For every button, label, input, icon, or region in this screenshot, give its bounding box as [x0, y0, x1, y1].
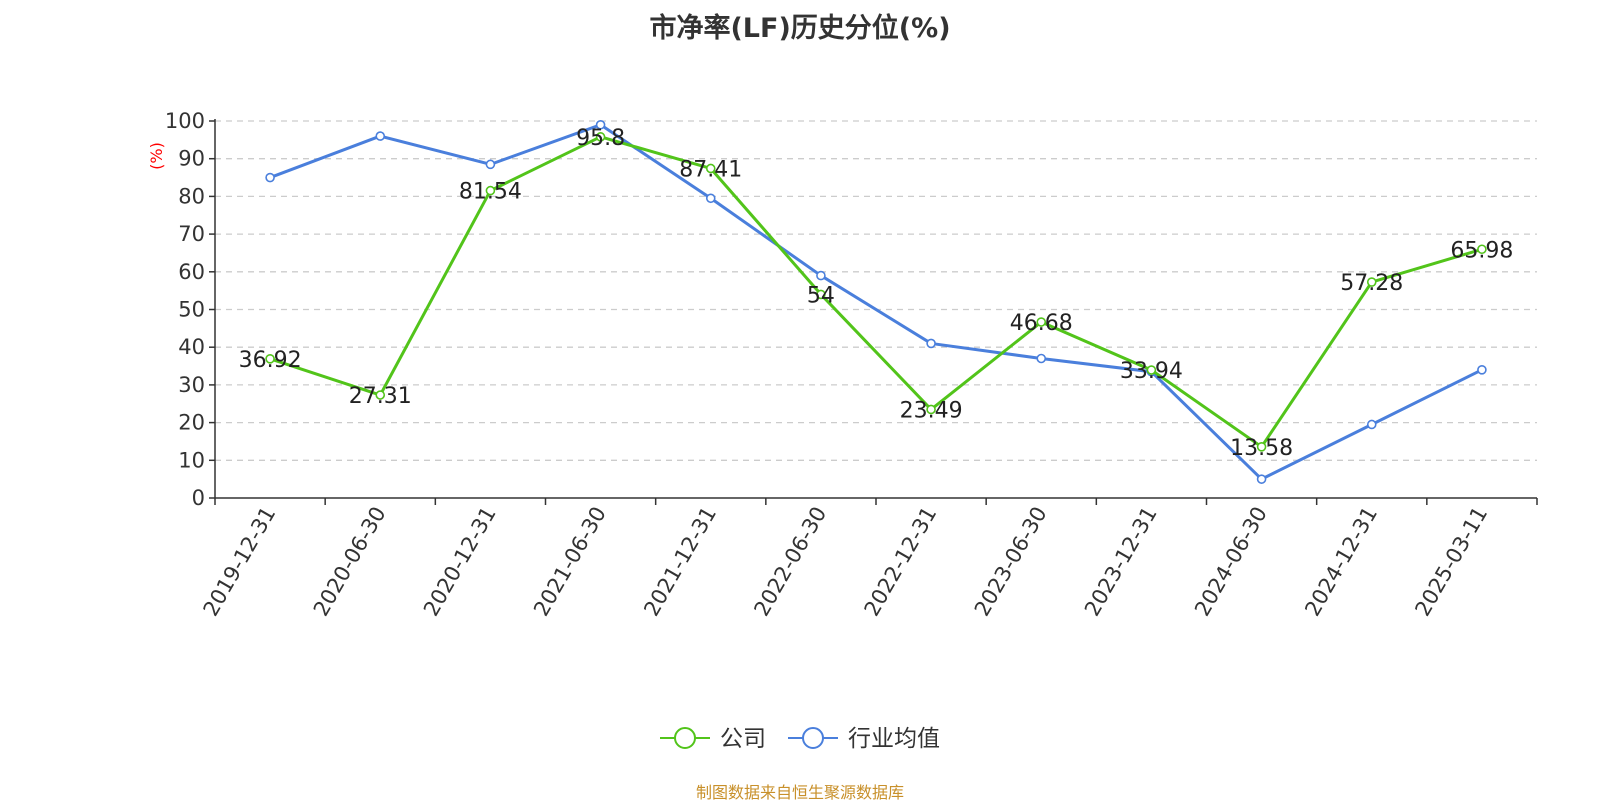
data-label: 65.98	[1450, 238, 1513, 263]
x-tick-label: 2024-12-31	[1300, 503, 1382, 621]
data-point	[1477, 365, 1487, 375]
x-tick-label: 2020-06-30	[309, 503, 391, 621]
data-point	[595, 119, 606, 130]
legend-label: 公司	[720, 726, 766, 752]
data-point	[1477, 244, 1487, 255]
x-tick-label: 2023-06-30	[970, 503, 1052, 621]
data-point	[265, 172, 275, 183]
x-tick-label: 2023-12-31	[1080, 503, 1162, 621]
data-label: 27.31	[349, 384, 412, 409]
y-tick-label: 40	[178, 335, 205, 359]
y-tick-label: 100	[165, 109, 205, 133]
legend-label: 行业均值	[848, 726, 940, 752]
x-tick-label: 2021-12-31	[639, 503, 721, 621]
data-point	[816, 289, 826, 300]
data-source-note: 制图数据来自恒生聚源数据库	[695, 783, 904, 802]
data-point	[485, 159, 496, 170]
x-tick-label: 2020-12-31	[419, 503, 501, 621]
y-tick-label: 0	[192, 486, 205, 510]
data-label: 33.94	[1120, 359, 1183, 384]
data-point	[1036, 353, 1047, 364]
y-tick-label: 10	[178, 448, 205, 472]
y-tick-label: 50	[178, 298, 205, 322]
data-label: 54	[807, 283, 835, 308]
data-point	[375, 131, 386, 141]
data-point	[485, 185, 496, 196]
data-point	[1366, 419, 1377, 430]
data-label: 57.28	[1340, 271, 1403, 296]
data-point	[595, 132, 606, 142]
legend-marker	[802, 727, 824, 749]
x-tick-label: 2024-06-30	[1190, 503, 1272, 621]
data-label: 81.54	[459, 180, 522, 205]
y-tick-label: 80	[178, 184, 205, 208]
data-label: 87.41	[679, 157, 742, 182]
data-label: 13.58	[1230, 436, 1293, 461]
series-line	[269, 135, 1483, 449]
data-point	[926, 338, 936, 349]
x-tick-label: 2022-06-30	[749, 503, 831, 621]
data-point	[265, 354, 275, 364]
chart-title: 市净率(LF)历史分位(%)	[649, 13, 951, 44]
y-tick-label: 70	[178, 222, 205, 246]
y-tick-label: 90	[178, 147, 205, 171]
data-point	[1036, 317, 1047, 327]
data-label: 23.49	[900, 398, 963, 423]
y-tick-label: 30	[178, 373, 205, 397]
x-tick-label: 2025-03-11	[1410, 503, 1492, 621]
data-label: 46.68	[1010, 311, 1073, 336]
gridlines	[215, 120, 1537, 461]
x-tick-label: 2019-12-31	[199, 503, 281, 621]
data-point	[705, 163, 716, 174]
x-tick-label: 2021-06-30	[529, 503, 611, 621]
series-line	[269, 123, 1483, 481]
data-label: 95.8	[576, 126, 625, 151]
legend-marker	[674, 727, 696, 749]
y-tick-label: 20	[178, 411, 205, 435]
legend[interactable]: 公司 行业均值	[660, 726, 940, 752]
x-tick-label: 2022-12-31	[860, 503, 942, 621]
y-tick-label: 60	[178, 260, 205, 284]
data-labels: 36.92 27.31 81.54 95.8 87.41 54 23.49 46.68 33.9…	[239, 126, 1514, 461]
data-point	[926, 404, 936, 415]
data-point	[705, 193, 716, 204]
axes: 0 10 20 30 40 50 60 70 80 90 100 (%) 2019-12-31 2020-…	[147, 109, 1538, 621]
data-point	[1146, 365, 1157, 375]
data-point	[1256, 442, 1267, 452]
y-axis-label: (%)	[147, 142, 166, 170]
data-point	[375, 390, 386, 400]
data-label: 36.92	[239, 348, 302, 373]
data-point	[816, 270, 826, 281]
series-layer	[265, 119, 1487, 484]
data-point	[1256, 474, 1267, 484]
data-point	[1366, 277, 1377, 287]
